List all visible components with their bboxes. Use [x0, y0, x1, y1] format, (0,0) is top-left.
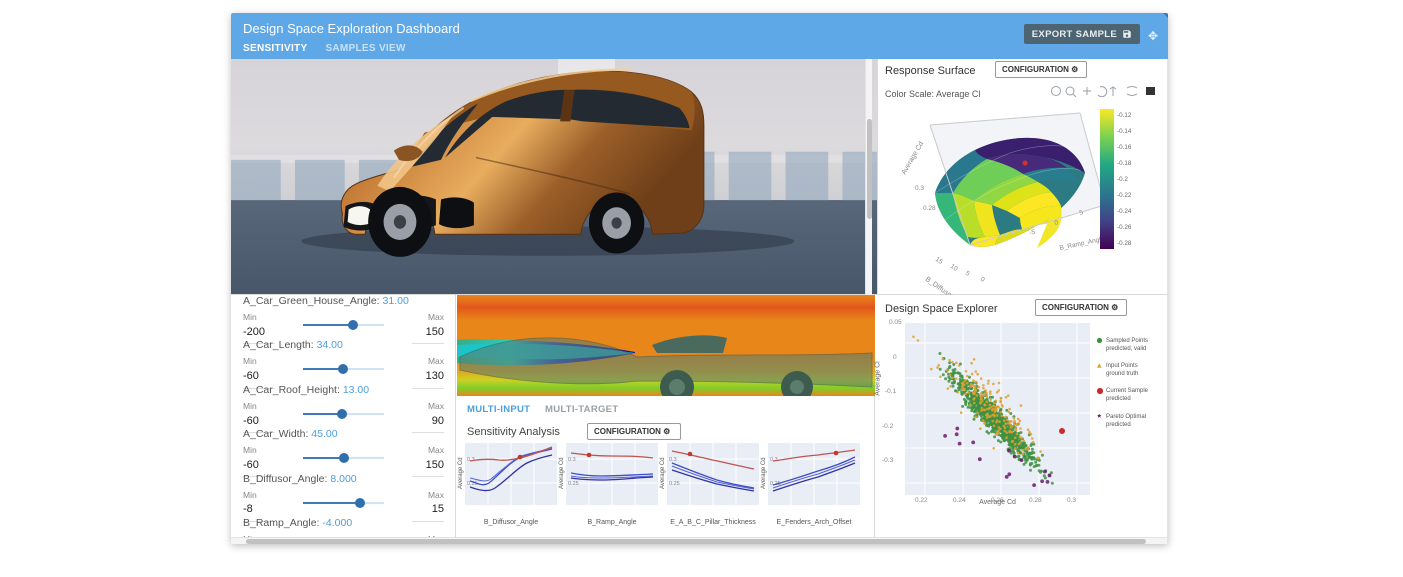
svg-text:0.3: 0.3 — [568, 457, 576, 463]
svg-text:-0.18: -0.18 — [1117, 160, 1132, 167]
svg-text:0: 0 — [979, 276, 986, 284]
svg-text:0.3: 0.3 — [669, 457, 677, 463]
svg-text:0.28: 0.28 — [923, 205, 936, 212]
svg-text:-0.2: -0.2 — [1117, 176, 1128, 183]
svg-text:0.25: 0.25 — [568, 481, 579, 487]
svg-text:15: 15 — [934, 256, 944, 266]
svg-text:-0.24: -0.24 — [1117, 208, 1132, 215]
svg-text:-0.14: -0.14 — [1117, 128, 1132, 135]
svg-text:5: 5 — [964, 270, 971, 278]
svg-text:B_Ramp_Angle: B_Ramp_Angle — [1059, 236, 1105, 252]
svg-text:B_Diffusor_Angle: B_Diffusor_Angle — [924, 276, 973, 295]
svg-text:-0.12: -0.12 — [1117, 112, 1132, 119]
svg-text:0.25: 0.25 — [669, 481, 680, 487]
svg-text:-0.28: -0.28 — [1117, 240, 1132, 247]
svg-text:0.3: 0.3 — [915, 185, 924, 192]
svg-text:-0.22: -0.22 — [1117, 192, 1132, 199]
svg-text:-0.26: -0.26 — [1117, 224, 1132, 231]
svg-text:-0.16: -0.16 — [1117, 144, 1132, 151]
svg-text:10: 10 — [949, 263, 959, 273]
svg-text:-5: -5 — [1029, 229, 1037, 237]
svg-text:Average Cd: Average Cd — [901, 141, 926, 176]
